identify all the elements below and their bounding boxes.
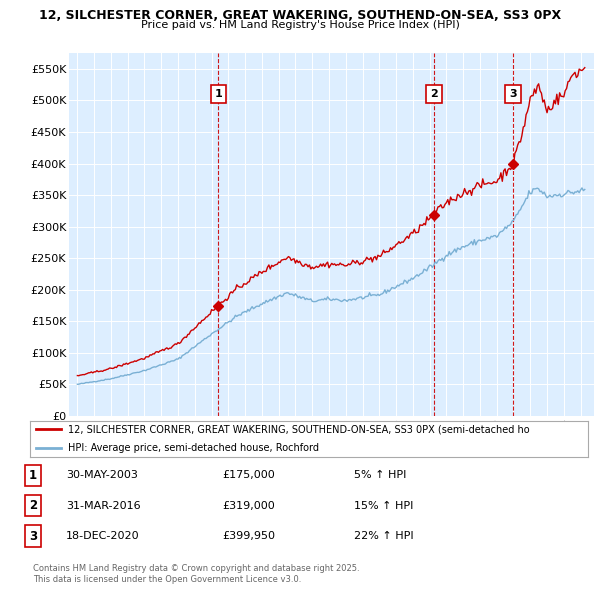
Text: 2: 2 bbox=[29, 499, 37, 512]
Text: 18-DEC-2020: 18-DEC-2020 bbox=[66, 531, 140, 541]
Text: 22% ↑ HPI: 22% ↑ HPI bbox=[354, 531, 413, 541]
Text: £175,000: £175,000 bbox=[222, 470, 275, 480]
Text: 1: 1 bbox=[215, 89, 223, 99]
Text: 15% ↑ HPI: 15% ↑ HPI bbox=[354, 500, 413, 510]
Text: Price paid vs. HM Land Registry's House Price Index (HPI): Price paid vs. HM Land Registry's House … bbox=[140, 20, 460, 30]
Text: £319,000: £319,000 bbox=[222, 500, 275, 510]
Text: HPI: Average price, semi-detached house, Rochford: HPI: Average price, semi-detached house,… bbox=[68, 444, 319, 454]
Text: 5% ↑ HPI: 5% ↑ HPI bbox=[354, 470, 406, 480]
Text: 31-MAR-2016: 31-MAR-2016 bbox=[66, 500, 140, 510]
Text: 30-MAY-2003: 30-MAY-2003 bbox=[66, 470, 138, 480]
Text: 2: 2 bbox=[430, 89, 437, 99]
Text: 3: 3 bbox=[29, 530, 37, 543]
Text: Contains HM Land Registry data © Crown copyright and database right 2025.: Contains HM Land Registry data © Crown c… bbox=[33, 565, 359, 573]
Text: £399,950: £399,950 bbox=[222, 531, 275, 541]
Text: This data is licensed under the Open Government Licence v3.0.: This data is licensed under the Open Gov… bbox=[33, 575, 301, 584]
Text: 1: 1 bbox=[29, 468, 37, 481]
Text: 12, SILCHESTER CORNER, GREAT WAKERING, SOUTHEND-ON-SEA, SS3 0PX (semi-detached h: 12, SILCHESTER CORNER, GREAT WAKERING, S… bbox=[68, 424, 530, 434]
Text: 12, SILCHESTER CORNER, GREAT WAKERING, SOUTHEND-ON-SEA, SS3 0PX: 12, SILCHESTER CORNER, GREAT WAKERING, S… bbox=[39, 9, 561, 22]
Text: 3: 3 bbox=[509, 89, 517, 99]
